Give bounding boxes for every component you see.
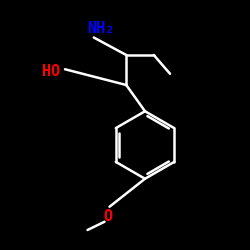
Text: HO: HO (42, 64, 60, 79)
Text: NH₂: NH₂ (88, 21, 115, 36)
Text: O: O (103, 209, 112, 224)
